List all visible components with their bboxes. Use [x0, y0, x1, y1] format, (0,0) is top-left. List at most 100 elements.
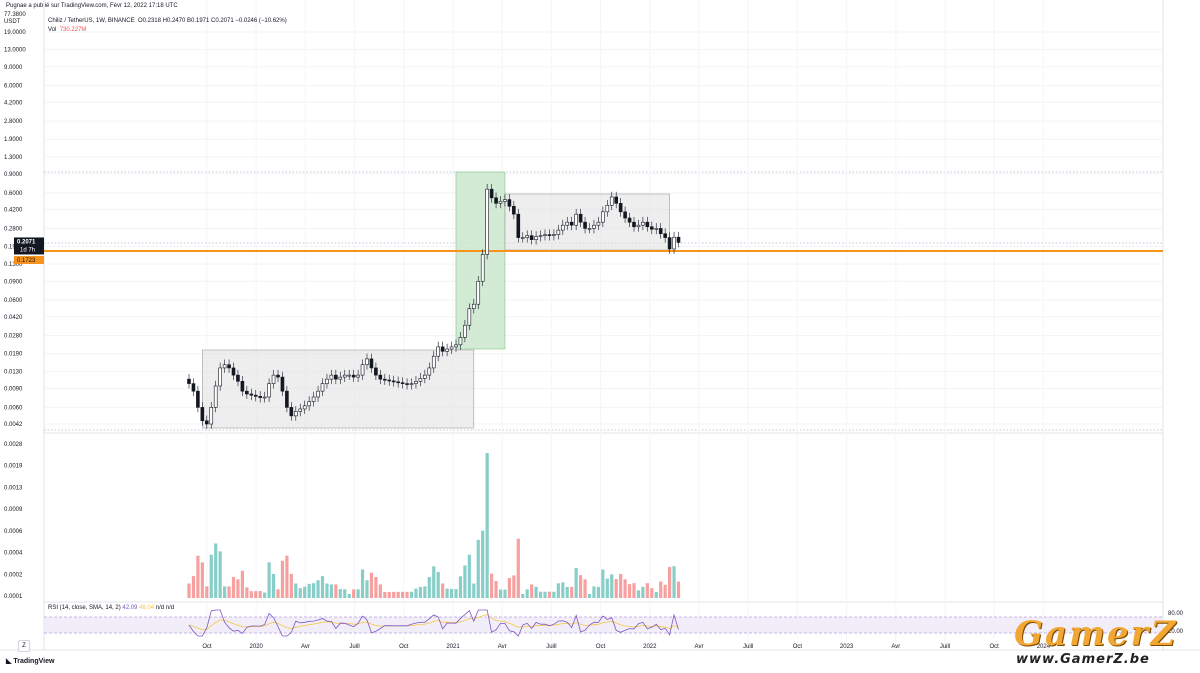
- time-tick-label: 2021: [446, 644, 460, 650]
- price-axis: 19.0000 13.0000 9.0000 6.0000 4.2000 2.8000 1.…: [4, 30, 44, 600]
- price-tick-label: 1.9000: [4, 137, 23, 143]
- volume-tick-label: 0.0013: [4, 485, 23, 491]
- candles: [187, 183, 681, 429]
- time-axis: Oct 2020 Avr Juill Oct 2021 Avr Juill Oct 2022 Avr…: [202, 644, 1050, 650]
- volume-bar: [267, 562, 271, 598]
- candle-body: [356, 374, 360, 378]
- time-tick-label: Oct: [793, 644, 803, 650]
- volume-bar: [481, 530, 485, 598]
- volume-bar: [401, 591, 405, 598]
- volume-bar: [396, 591, 400, 598]
- price-tick-label: 13.0000: [4, 48, 26, 54]
- candle-body: [325, 378, 329, 384]
- candle-body: [503, 199, 507, 202]
- candle-body: [614, 196, 619, 204]
- candle-body: [449, 346, 454, 350]
- legend-symbol-text: Chiliz / TetherUS, 1W, BINANCE: [48, 18, 135, 24]
- candle-body: [298, 408, 303, 412]
- volume-bar: [383, 591, 387, 598]
- volume-bar: [209, 554, 213, 598]
- price-tick-label: 0.4200: [4, 208, 23, 214]
- volume-bar: [592, 586, 596, 598]
- candle-body: [414, 381, 418, 384]
- volume-bar: [636, 590, 641, 598]
- candle-body: [578, 213, 583, 223]
- volume-bar: [556, 583, 560, 598]
- candle-body: [307, 401, 311, 407]
- price-tick-label: 0.2800: [4, 226, 23, 232]
- candle-body: [609, 196, 614, 206]
- volume-bar: [476, 539, 480, 598]
- volume-bar: [525, 589, 529, 598]
- time-tick-label: Avr: [498, 644, 507, 650]
- candle-body: [240, 381, 245, 392]
- candle-body: [253, 394, 258, 397]
- volume-bar: [360, 569, 365, 598]
- volume-bar: [627, 584, 632, 598]
- candle-body: [649, 226, 654, 230]
- volume-bar: [200, 562, 204, 598]
- zoom-reset-button[interactable]: Z: [18, 640, 30, 652]
- candle-body: [289, 407, 294, 417]
- volume-bar: [271, 573, 276, 598]
- candle-body: [311, 396, 316, 402]
- volume-bar: [347, 594, 351, 598]
- volume-bar: [676, 581, 681, 598]
- volume-bar: [316, 580, 320, 598]
- volume-bar: [565, 586, 569, 598]
- candle-body: [645, 221, 650, 228]
- candle-body: [351, 374, 356, 378]
- candle-body: [436, 346, 441, 357]
- candle-body: [636, 224, 641, 228]
- volume-bar: [369, 572, 374, 598]
- candle-body: [431, 355, 436, 369]
- volume-bar: [236, 579, 240, 598]
- legend-vol-label: Vol: [48, 27, 57, 33]
- candle-body: [262, 396, 267, 399]
- time-tick-label: Avr: [891, 644, 900, 650]
- volume-bar: [365, 580, 369, 598]
- legend-rsi[interactable]: RSI (14, close, SMA, 14, 2) 42.09 48.04 …: [48, 605, 174, 611]
- candle-body: [592, 224, 596, 229]
- volume-bar: [227, 586, 231, 598]
- candle-body: [494, 197, 498, 204]
- volume-bar: [445, 588, 449, 598]
- price-tick-label: 0.0600: [4, 298, 23, 304]
- axis-top-value: 77.3800: [4, 12, 26, 18]
- volume-bar: [530, 584, 534, 598]
- legend-rsi-ma-value: 48.04: [139, 605, 155, 611]
- volume-bar: [641, 586, 645, 598]
- legend-ohlc: O0.2318 H0.2470 B0.1971 C0.2071 −0.0246 …: [137, 18, 287, 24]
- candle-body: [320, 383, 325, 392]
- candle-body: [334, 374, 338, 380]
- volume-bar: [521, 594, 525, 598]
- volume-bar: [187, 583, 191, 598]
- candle-body: [400, 382, 405, 384]
- volume-tick-label: 0.0002: [4, 572, 23, 578]
- legend-symbol[interactable]: Chiliz / TetherUS, 1W, BINANCE O0.2318 H…: [48, 18, 287, 24]
- legend-volume[interactable]: Vol 730.227M: [48, 27, 86, 33]
- volume-bar: [276, 589, 280, 598]
- price-tick-label: 0.0900: [4, 279, 23, 285]
- volume-bar: [378, 584, 382, 598]
- candle-body: [293, 411, 298, 417]
- volume-bar: [436, 571, 440, 598]
- time-tick-label: Oct: [990, 644, 1000, 650]
- legend-rsi-label: RSI (14, close, SMA, 14, 2): [48, 605, 121, 611]
- volume-bar: [289, 573, 293, 598]
- candle-body: [601, 211, 605, 223]
- candle-body: [538, 235, 543, 237]
- volume-bar: [298, 588, 302, 598]
- candle-body: [605, 204, 610, 213]
- time-tick-label: Juill: [743, 644, 753, 650]
- candle-body: [676, 236, 681, 243]
- candle-body: [485, 188, 489, 255]
- volume-bar: [280, 560, 285, 598]
- candle-body: [529, 235, 534, 240]
- volume-bar: [583, 579, 587, 598]
- volume-bar: [343, 589, 347, 598]
- candle-body: [245, 390, 249, 395]
- hline-price-tag: [14, 256, 44, 265]
- tradingview-logo[interactable]: ◣ TradingView: [6, 657, 54, 665]
